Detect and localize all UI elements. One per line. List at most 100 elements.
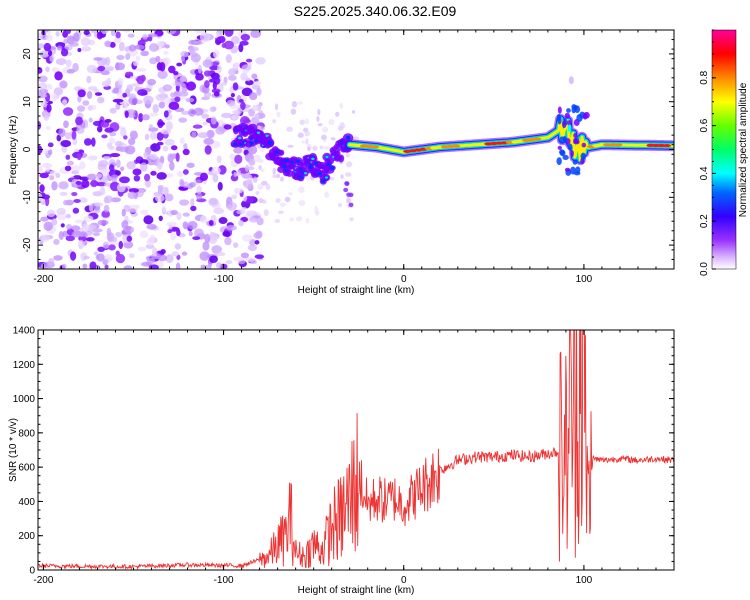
noise-blob: [256, 217, 263, 226]
noise-blob: [65, 213, 72, 219]
track-core: [317, 171, 322, 176]
noise-blob: [71, 192, 78, 197]
track-core-hot: [303, 172, 308, 175]
spike-blob: [576, 114, 583, 122]
noise-blob: [149, 234, 155, 243]
noise-blob: [165, 173, 174, 178]
carrier-band-2: [346, 116, 674, 163]
noise-blob: [176, 212, 182, 221]
noise-blob: [148, 112, 159, 117]
noise-blob: [79, 161, 86, 170]
noise-blob: [202, 241, 210, 251]
noise-blob: [128, 93, 136, 99]
noise-blob: [199, 215, 208, 224]
faint-blob: [252, 106, 259, 112]
faint-blob: [248, 158, 256, 166]
spike-blob: [581, 142, 587, 148]
noise-blob: [92, 202, 104, 207]
noise-blob: [163, 186, 169, 196]
noise-blob: [212, 106, 217, 111]
noise-blob: [72, 62, 79, 73]
noise-blob: [195, 73, 204, 81]
spectrogram-ytick-label: -20: [22, 237, 33, 252]
noise-blob: [39, 52, 50, 58]
noise-blob: [242, 69, 250, 74]
colorbar-gradient: [711, 29, 737, 270]
spike-blob: [570, 150, 574, 158]
faint-blob: [260, 147, 266, 152]
noise-blob: [168, 224, 173, 230]
noise-blob: [47, 257, 55, 267]
noise-blob: [143, 95, 154, 105]
noise-blob: [95, 173, 103, 179]
noise-blob: [126, 161, 136, 170]
noise-blob: [212, 173, 219, 183]
snr-ytick-label: 1400: [13, 326, 36, 337]
faint-blob: [275, 198, 281, 203]
snr-marks: [38, 330, 674, 570]
faint-blob: [346, 197, 351, 204]
noise-blob: [210, 116, 217, 125]
noise-blob: [40, 201, 46, 205]
snr-series-line: [38, 330, 674, 570]
noise-blob: [114, 140, 123, 147]
noise-blob: [96, 31, 103, 40]
noise-blob: [99, 186, 106, 196]
faint-blob: [321, 134, 327, 141]
noise-blob: [104, 264, 109, 269]
noise-blob: [93, 88, 100, 94]
noise-blob: [59, 80, 68, 89]
noise-blob: [81, 46, 92, 52]
faint-blob: [242, 195, 248, 202]
snr-ytick-label: 0: [29, 566, 35, 577]
noise-blob: [117, 146, 125, 152]
snr-ytick-label: 200: [18, 531, 35, 542]
noise-blob: [104, 40, 111, 47]
noise-blob: [175, 262, 181, 269]
noise-blob: [199, 251, 210, 261]
noise-blob: [219, 82, 228, 86]
faint-blob: [324, 191, 330, 199]
noise-blob: [147, 33, 158, 38]
faint-blob: [323, 145, 330, 150]
noise-blob: [218, 217, 228, 225]
noise-blob: [163, 51, 169, 55]
noise-blob: [62, 107, 74, 116]
track-core: [282, 164, 287, 169]
noise-blob: [66, 30, 72, 35]
noise-blob: [97, 219, 109, 226]
noise-blob: [182, 221, 189, 230]
faint-blob: [298, 200, 306, 207]
tail-blob: [343, 187, 349, 193]
noise-blob: [66, 160, 75, 166]
noise-blob: [226, 201, 238, 211]
noise-blob: [48, 50, 53, 57]
noise-blob: [125, 225, 132, 231]
noise-blob: [49, 170, 57, 176]
track-core: [330, 166, 335, 170]
faint-blob: [275, 103, 279, 111]
noise-blob: [157, 254, 168, 262]
noise-blob: [91, 137, 96, 147]
track-core: [267, 140, 273, 145]
faint-blob: [279, 202, 286, 208]
noise-blob: [170, 92, 175, 98]
noise-blob: [118, 41, 125, 52]
noise-blob: [123, 135, 128, 140]
noise-blob: [254, 80, 261, 86]
faint-blob: [297, 132, 304, 138]
noise-blob: [162, 145, 169, 152]
noise-blob: [91, 30, 97, 34]
noise-blob: [234, 154, 243, 164]
noise-blob: [162, 84, 173, 92]
noise-blob: [245, 77, 251, 82]
faint-blob: [291, 100, 298, 108]
noise-blob: [109, 107, 117, 114]
noise-blob: [202, 121, 208, 126]
spike-blob: [559, 149, 565, 156]
noise-blob: [45, 162, 51, 173]
noise-blob: [202, 59, 213, 68]
noise-blob: [104, 56, 111, 66]
noise-blob: [99, 168, 109, 174]
noise-blob: [220, 112, 232, 119]
